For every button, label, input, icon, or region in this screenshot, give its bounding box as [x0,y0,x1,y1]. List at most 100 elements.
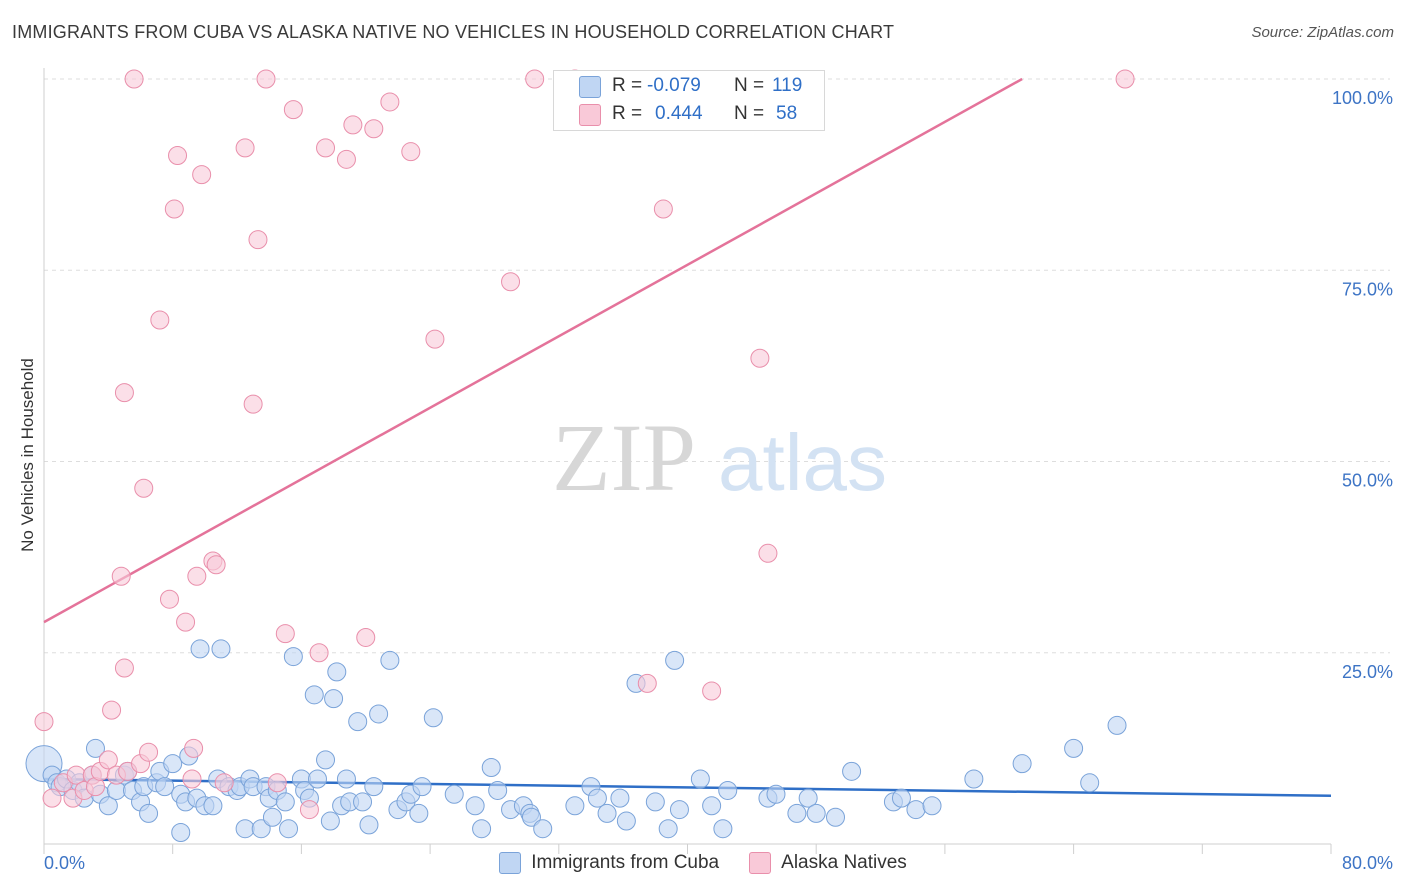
cuba-point [85,738,105,758]
cuba-point [235,819,255,839]
legend-item-alaska[interactable]: Alaska Natives [749,852,907,874]
alaska-point [702,681,722,701]
cuba-point [324,689,344,709]
cuba-point [465,796,485,816]
cuba-point [211,639,231,659]
source-label: Source: ZipAtlas.com [1251,24,1394,41]
cuba-point [891,788,911,808]
y-axis-label: No Vehicles in Household [18,358,37,552]
alaska-point [401,142,421,162]
cuba-point [669,800,689,820]
n-label: N = [734,103,765,124]
alaska-point [316,138,336,158]
legend-swatch-cuba [579,76,601,98]
alaska-point [134,478,154,498]
alaska-point [1115,69,1135,89]
cuba-point [826,807,846,827]
watermark-atlas: atlas [718,418,887,507]
alaska-point [124,69,144,89]
alaska-point [356,627,376,647]
cuba-point [922,796,942,816]
alaska-point [98,750,118,770]
cuba-point [369,704,389,724]
legend-swatch-alaska [749,852,772,874]
alaska-point [343,115,363,135]
y-tick-label: 25.0% [1342,662,1393,682]
cuba-point [587,788,607,808]
cuba-point [98,796,118,816]
cuba-point [190,639,210,659]
alaska-point [42,788,62,808]
alaska-point [256,69,276,89]
cuba-point [275,792,295,812]
alaska-point [501,272,521,292]
alaska-point [243,394,263,414]
alaska-point [380,92,400,112]
alaska-point [425,329,445,349]
x-tick-label-min: 0.0% [44,853,85,873]
bottom-legend: Immigrants from Cuba Alaska Natives [0,852,1406,874]
alaska-point [184,738,204,758]
y-tick-label: 50.0% [1342,471,1393,491]
alaska-point [139,742,159,762]
cuba-point [279,819,299,839]
alaska-point [299,800,319,820]
y-tick-label: 100.0% [1332,88,1393,108]
cuba-point [409,803,429,823]
y-tick-labels: 25.0% 50.0% 75.0% 100.0% [1332,88,1393,682]
cuba-point [304,685,324,705]
x-tick-label-max: 80.0% [1342,853,1393,873]
series-alaska-points [34,69,1135,820]
cuba-point [1107,715,1127,735]
alaska-point [206,555,226,575]
alaska-point [267,773,287,793]
cuba-point [702,796,722,816]
legend-item-cuba[interactable]: Immigrants from Cuba [499,852,719,874]
chart-title: IMMIGRANTS FROM CUBA VS ALASKA NATIVE NO… [12,22,895,42]
n-value-cuba: 119 [772,75,803,96]
alaska-point [637,673,657,693]
alaska-point [750,348,770,368]
cuba-point [597,803,617,823]
cuba-point [307,769,327,789]
cuba-point [665,650,685,670]
cuba-point [423,708,443,728]
stats-row-alaska: R = 0.444 N = 58 [554,100,824,128]
y-tick-label: 75.0% [1342,279,1393,299]
cuba-point [327,662,347,682]
cuba-point [616,811,636,831]
r-label: R = [612,75,643,96]
alaska-point [182,769,202,789]
cuba-point [316,750,336,770]
alaska-point [336,149,356,169]
legend-swatch-alaska [579,104,601,126]
cuba-point [565,796,585,816]
cuba-point [1064,738,1084,758]
alaska-point [214,773,234,793]
cuba-point [766,784,786,804]
cuba-point [203,796,223,816]
cuba-point [380,650,400,670]
cuba-point [444,784,464,804]
cuba-point [718,780,738,800]
alaska-point [176,612,196,632]
cuba-point [488,780,508,800]
alaska-point [114,658,134,678]
legend-label-cuba: Immigrants from Cuba [531,852,720,873]
alaska-point [283,100,303,120]
alaska-point [275,624,295,644]
x-tick-labels: 0.0% 80.0% [44,853,1393,873]
alaska-point [114,383,134,403]
stats-row-cuba: R = -0.079 N = 119 [554,72,824,100]
alaska-point [168,146,188,165]
cuba-point [842,761,862,781]
alaska-point [102,700,122,720]
cuba-point [163,754,183,774]
watermark: ZIP atlas [552,404,887,511]
alaska-point [248,230,268,250]
alaska-point [758,543,778,563]
cuba-point [610,788,630,808]
r-label: R = [612,103,643,124]
cuba-point [320,811,340,831]
